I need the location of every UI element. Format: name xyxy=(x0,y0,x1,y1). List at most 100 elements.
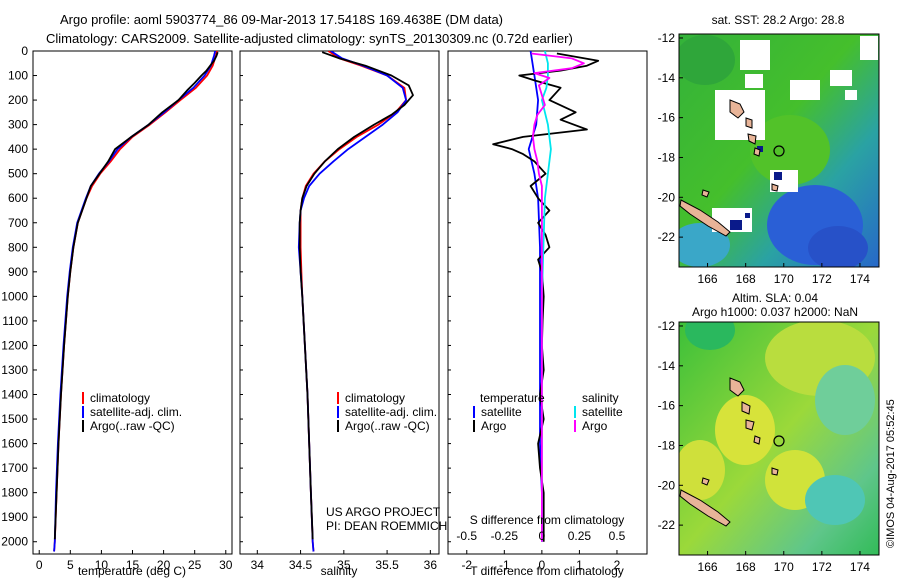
depth-tick-label: 1000 xyxy=(1,289,28,303)
depth-tick-label: 400 xyxy=(8,142,28,156)
legend-argo-label: Argo(..raw -QC) xyxy=(90,419,175,433)
difference-legend: temperature satellite Argo salinity sate… xyxy=(473,391,623,433)
figure-title-line2: Climatology: CARS2009. Satellite-adjuste… xyxy=(46,31,573,46)
island-outline-icon xyxy=(701,477,710,486)
x-tick-label: 34 xyxy=(251,558,265,572)
map-x-tick-label: 170 xyxy=(774,560,794,574)
map-y-tick-label: -22 xyxy=(658,230,676,244)
island-outline-icon xyxy=(771,467,779,476)
series-line-argo-raw-qc- xyxy=(53,51,219,540)
sla-map-image xyxy=(679,322,879,555)
depth-tick-label: 300 xyxy=(8,118,28,132)
map-y-tick-label: -20 xyxy=(658,478,676,492)
temperature-plot-frame xyxy=(32,50,233,555)
sla-map-title-line1: Altim. SLA: 0.04 xyxy=(732,291,818,305)
temperature-x-label: temperature (deg C) xyxy=(78,564,186,578)
x-tick-label: 36 xyxy=(424,558,438,572)
x-tick-label: 0 xyxy=(36,558,43,572)
map-y-tick-label: -18 xyxy=(658,438,676,452)
depth-tick-label: 500 xyxy=(8,167,28,181)
depth-tick-label: 1700 xyxy=(1,461,28,475)
series-line-salinity-argo xyxy=(531,52,585,542)
salinity-legend: climatology satellite-adj. clim. Argo(..… xyxy=(337,391,437,433)
map-x-tick-label: 170 xyxy=(774,272,794,286)
depth-tick-label: 1200 xyxy=(1,338,28,352)
island-outline-icon xyxy=(729,99,745,119)
map-y-tick-label: -16 xyxy=(658,111,676,125)
x-tick-label: 35 xyxy=(337,558,351,572)
map-x-tick-label: 172 xyxy=(812,560,832,574)
series-line-climatology xyxy=(53,51,218,552)
legend-climatology-label: climatology xyxy=(90,391,150,405)
depth-tick-label: 100 xyxy=(8,69,28,83)
island-outline-icon xyxy=(753,147,761,157)
difference-plot-frame xyxy=(447,50,648,555)
map-y-tick-label: -16 xyxy=(658,399,676,413)
map-x-tick-label: 168 xyxy=(736,560,756,574)
s-tick-label: 0 xyxy=(539,529,546,543)
island-outline-icon xyxy=(741,401,751,415)
salinity-plot-frame xyxy=(239,50,440,555)
depth-tick-label: 1800 xyxy=(1,486,28,500)
series-line-temperature-argo xyxy=(492,52,600,542)
legend-satellite-label: satellite-adj. clim. xyxy=(345,405,437,419)
salinity-x-label: salinity xyxy=(321,564,358,578)
sst-map-title: sat. SST: 28.2 Argo: 28.8 xyxy=(712,13,845,27)
map-x-tick-label: 174 xyxy=(850,272,870,286)
depth-tick-label: 2000 xyxy=(1,535,28,549)
sst-map-islands xyxy=(679,99,779,237)
island-outline-icon xyxy=(771,183,779,192)
legend-salinity-title: salinity xyxy=(582,391,619,405)
s-tick-label: 0.5 xyxy=(609,529,626,543)
depth-tick-label: 1400 xyxy=(1,388,28,402)
figure-title-line1: Argo profile: aoml 5903774_86 09-Mar-201… xyxy=(60,12,503,27)
series-line-argo-raw-qc- xyxy=(298,51,414,540)
depth-tick-label: 700 xyxy=(8,216,28,230)
difference-top-label: S difference from climatology xyxy=(470,513,625,527)
x-tick-label: 5 xyxy=(67,558,74,572)
x-tick-label: -2 xyxy=(461,558,472,572)
map-y-tick-label: -12 xyxy=(658,319,676,333)
float-position-circle-icon xyxy=(773,145,785,157)
map-y-tick-label: -14 xyxy=(658,71,676,85)
imos-watermark: ©IMOS 04-Aug-2017 05:52:45 xyxy=(885,399,897,548)
legend-climatology-label: climatology xyxy=(345,391,405,405)
island-outline-icon xyxy=(701,189,710,198)
map-y-tick-label: -22 xyxy=(658,518,676,532)
map-x-tick-label: 166 xyxy=(698,272,718,286)
island-outline-icon xyxy=(745,419,755,431)
map-y-tick-label: -18 xyxy=(658,150,676,164)
s-tick-label: -0.5 xyxy=(456,529,477,543)
series-line-satellite-adj-clim- xyxy=(297,51,408,552)
depth-tick-label: 200 xyxy=(8,93,28,107)
depth-tick-label: 0 xyxy=(21,44,28,58)
map-x-tick-label: 166 xyxy=(698,560,718,574)
sla-map-title-line2: Argo h1000: 0.037 h2000: NaN xyxy=(692,305,858,319)
depth-tick-label: 1100 xyxy=(2,314,28,328)
map-x-tick-label: 174 xyxy=(850,560,870,574)
x-tick-label: 0 xyxy=(539,558,546,572)
map-y-tick-label: -20 xyxy=(658,190,676,204)
island-outline-icon xyxy=(729,377,745,397)
x-tick-label: 10 xyxy=(95,558,109,572)
map-x-tick-label: 168 xyxy=(736,272,756,286)
island-outline-icon xyxy=(745,117,753,129)
depth-tick-label: 1600 xyxy=(1,437,28,451)
depth-tick-label: 1300 xyxy=(1,363,28,377)
project-credit-line2: PI: DEAN ROEMMICH xyxy=(326,519,447,533)
legend-argo-label: Argo(..raw -QC) xyxy=(345,419,430,433)
x-tick-label: 2 xyxy=(614,558,621,572)
legend-s-satellite-label: satellite xyxy=(582,405,623,419)
depth-tick-label: 1900 xyxy=(1,510,28,524)
map-y-tick-label: -14 xyxy=(658,359,676,373)
legend-satellite-label: satellite-adj. clim. xyxy=(90,405,182,419)
depth-tick-label: 800 xyxy=(8,240,28,254)
sla-map-frame xyxy=(678,321,880,556)
map-y-tick-label: -12 xyxy=(658,31,676,45)
x-tick-label: 25 xyxy=(188,558,202,572)
legend-t-satellite-label: satellite xyxy=(481,405,522,419)
s-tick-label: 0.25 xyxy=(568,529,592,543)
s-tick-label: -0.25 xyxy=(491,529,519,543)
series-line-climatology xyxy=(299,51,408,552)
